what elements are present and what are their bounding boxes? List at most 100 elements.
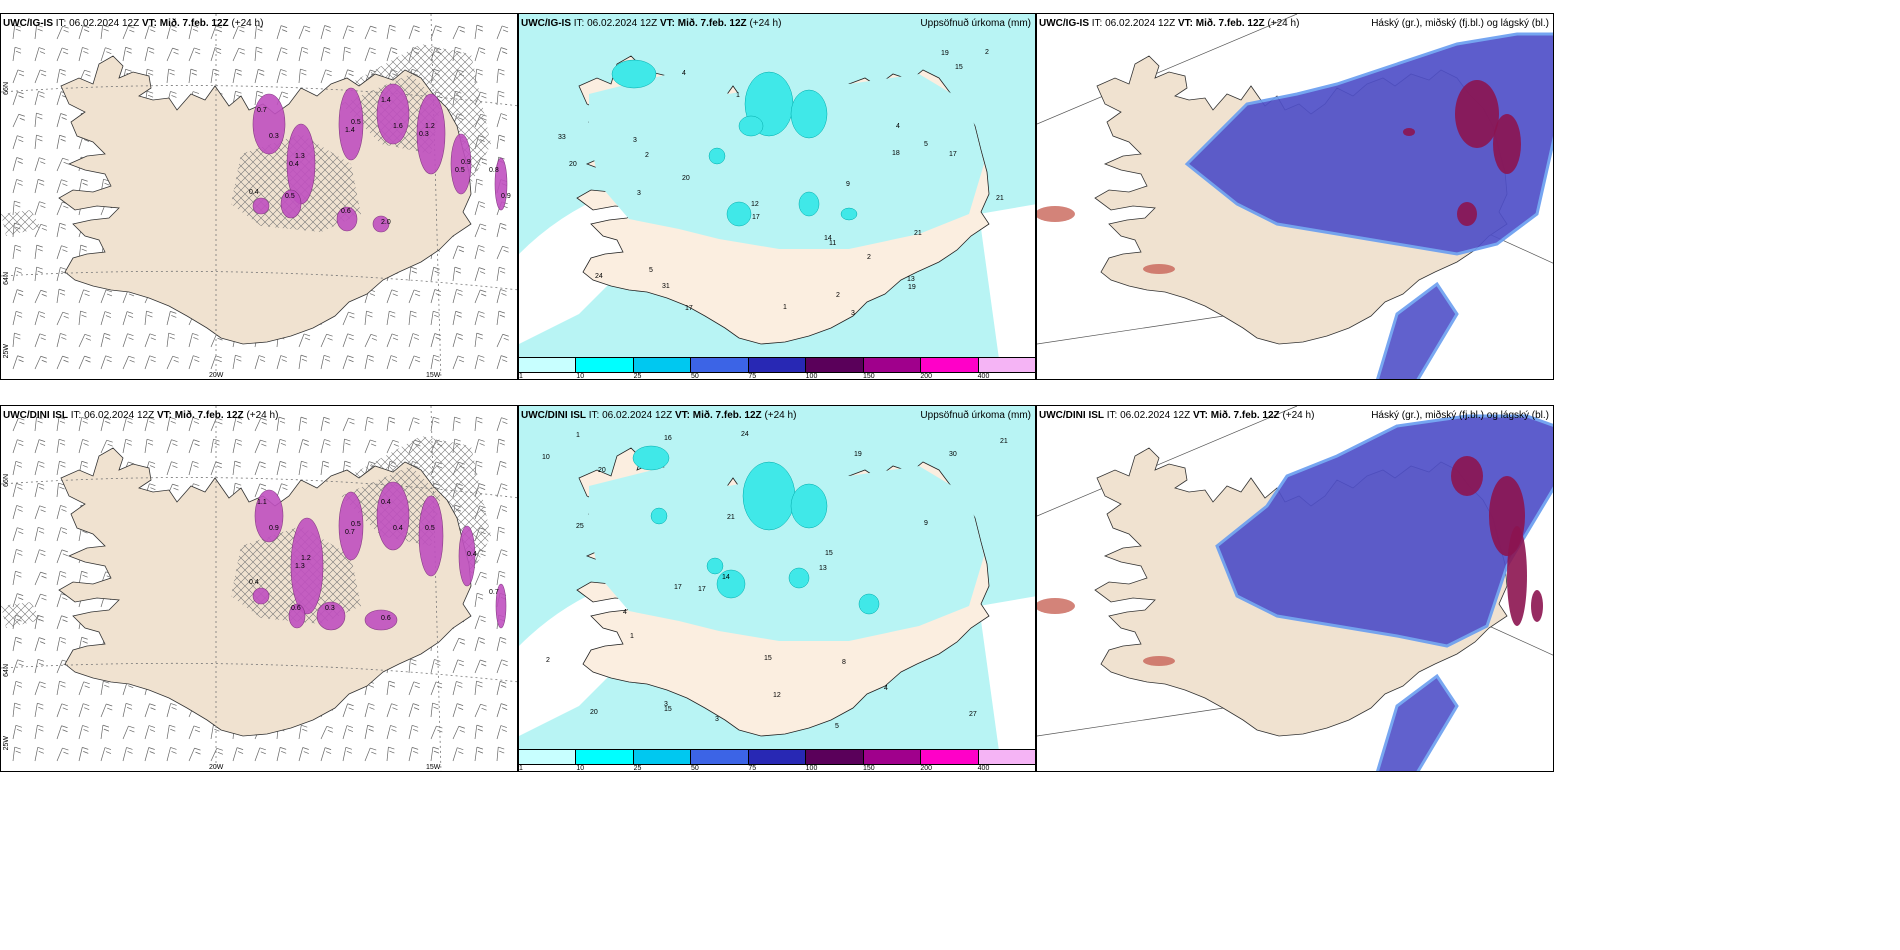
precip-value-label: 13 (819, 565, 827, 572)
lat-label-64: 64N (3, 272, 10, 285)
panel-title-right: Uppsöfnuð úrkoma (mm) (920, 410, 1031, 421)
precip-value-label: 16 (664, 435, 672, 442)
colorbar-swatch (748, 750, 807, 764)
map-precip-bottom: 3534162017272421301214151913251517108211… (519, 406, 1035, 751)
map-wind-bottom: 1.1 1.2 0.5 0.4 0.5 0.4 0.7 0.3 0.6 0.4 0.6 0.9 1.3 0… (1, 406, 517, 771)
colorbar-swatches (519, 357, 1035, 373)
precip-value-label: 30 (949, 451, 957, 458)
precip-value-label: 17 (752, 214, 760, 221)
precip-value-label: 14 (722, 574, 730, 581)
precip-value-label: 9 (924, 520, 928, 527)
precip-value-label: 8 (842, 659, 846, 666)
colorbar-tick-label: 1 (519, 765, 523, 772)
colorbar-tick-label: 100 (805, 765, 818, 772)
precip-colorbar: 1 10 25 50 75 100 150 200 400 (519, 749, 1035, 771)
panel-header: UWC/DINI ISL IT: 06.02.2024 12Z VT: Mið.… (1039, 410, 1315, 421)
wind-value-label: 0.9 (501, 193, 511, 200)
colorbar-ticks: 1 10 25 50 75 100 150 200 400 (519, 765, 1035, 772)
precip-value-label: 24 (741, 431, 749, 438)
precip-value-label: 2 (867, 254, 871, 261)
colorbar-swatch (921, 358, 979, 372)
panel-wind-top: 0.7 1.3 0.5 1.4 1.2 0.9 0.8 0.6 2.0 0.4 0.5 0.3 0.4 1… (0, 13, 518, 380)
precip-value-label: 4 (884, 685, 888, 692)
wind-value-label: 0.6 (291, 605, 301, 612)
precip-value-label: 1 (630, 633, 634, 640)
precip-value-label: 19 (941, 50, 949, 57)
panel-header: UWC/IG-IS IT: 06.02.2024 12Z VT: Mið. 7.… (3, 18, 264, 29)
colorbar-swatch (748, 358, 807, 372)
panel-header: UWC/DINI ISL IT: 06.02.2024 12Z VT: Mið.… (521, 410, 797, 421)
precip-value-label: 2 (836, 292, 840, 299)
precip-value-label: 12 (773, 692, 781, 699)
precip-value-label: 2 (645, 152, 649, 159)
panel-header: UWC/DINI ISL IT: 06.02.2024 12Z VT: Mið.… (3, 410, 279, 421)
wind-value-label: 0.3 (419, 131, 429, 138)
colorbar-swatch (576, 750, 634, 764)
colorbar-tick-label: 50 (691, 765, 699, 772)
wind-value-label: 2.0 (381, 219, 391, 226)
colorbar-swatch (806, 750, 864, 764)
wind-value-label: 0.4 (249, 579, 259, 586)
precip-value-label: 21 (914, 230, 922, 237)
precip-value-label: 19 (854, 451, 862, 458)
colorbar-tick-label: 100 (805, 373, 818, 380)
precip-value-label: 3 (637, 190, 641, 197)
panel-title-right: Háský (gr.), miðský (fj.bl.) og lágský (… (1371, 410, 1549, 421)
precip-value-label: 9 (846, 181, 850, 188)
colorbar-swatch (633, 750, 692, 764)
colorbar-swatch (519, 358, 577, 372)
wind-value-label: 0.8 (489, 167, 499, 174)
map-precip-top: 3453522120173124331214181920152117131117… (519, 14, 1035, 359)
wind-value-label: 1.4 (381, 97, 391, 104)
precip-value-label: 31 (662, 283, 670, 290)
colorbar-tick-label: 150 (863, 765, 875, 772)
precip-value-label: 1 (576, 432, 580, 439)
lon-label-20: 20W (209, 764, 224, 771)
wind-value-label: 0.4 (393, 525, 403, 532)
precip-value-label: 17 (698, 586, 706, 593)
colorbar-swatch (863, 750, 922, 764)
wind-value-label: 0.6 (341, 208, 351, 215)
colorbar-tick-label: 400 (977, 765, 990, 772)
colorbar-swatch (806, 358, 864, 372)
colorbar-tick-label: 1 (519, 373, 523, 380)
panel-cloud-top: UWC/IG-IS IT: 06.02.2024 12Z VT: Mið. 7.… (1036, 13, 1554, 380)
precip-value-label: 3 (715, 716, 719, 723)
precip-value-label: 15 (825, 550, 833, 557)
precip-value-label: 2 (985, 49, 989, 56)
precip-value-label: 20 (569, 161, 577, 168)
precip-value-label: 18 (892, 150, 900, 157)
precip-value-label: 19 (908, 284, 916, 291)
colorbar-tick-label: 25 (633, 765, 642, 772)
colorbar-tick-label: 25 (633, 373, 642, 380)
precip-value-label: 20 (682, 175, 690, 182)
lat-label-64: 64N (3, 664, 10, 677)
wind-value-label: 1.2 (425, 123, 435, 130)
colorbar-tick-label: 150 (863, 373, 875, 380)
colorbar-tick-label: 50 (691, 373, 699, 380)
colorbar-tick-label: 10 (576, 373, 585, 380)
precip-value-label: 14 (824, 235, 832, 242)
wind-value-label: 1.1 (257, 499, 267, 506)
wind-value-label: 0.7 (345, 529, 355, 536)
precip-value-label: 33 (558, 134, 566, 141)
colorbar-tick-label: 75 (748, 373, 757, 380)
precip-value-label: 17 (949, 151, 957, 158)
colorbar-swatch (921, 750, 979, 764)
precip-value-label: 1 (783, 304, 787, 311)
precip-value-label: 20 (598, 467, 606, 474)
panel-wind-bottom: 1.1 1.2 0.5 0.4 0.5 0.4 0.7 0.3 0.6 0.4 0.6 0.9 1.3 0… (0, 405, 518, 772)
panel-title-right: Háský (gr.), miðský (fj.bl.) og lágský (… (1371, 18, 1549, 29)
precip-value-label: 21 (727, 514, 735, 521)
colorbar-tick-label: 200 (920, 373, 933, 380)
wind-value-label: 0.5 (425, 525, 435, 532)
wind-value-label: 0.9 (461, 159, 471, 166)
precip-value-label: 3 (633, 137, 637, 144)
precip-value-label: 3 (664, 701, 668, 708)
precip-value-label: 15 (955, 64, 963, 71)
precip-value-label: 21 (1000, 438, 1008, 445)
colorbar-swatch (691, 358, 749, 372)
wind-value-label: 0.5 (351, 521, 361, 528)
wind-value-label: 0.4 (467, 551, 477, 558)
lon-label-15: 15W (426, 372, 441, 379)
